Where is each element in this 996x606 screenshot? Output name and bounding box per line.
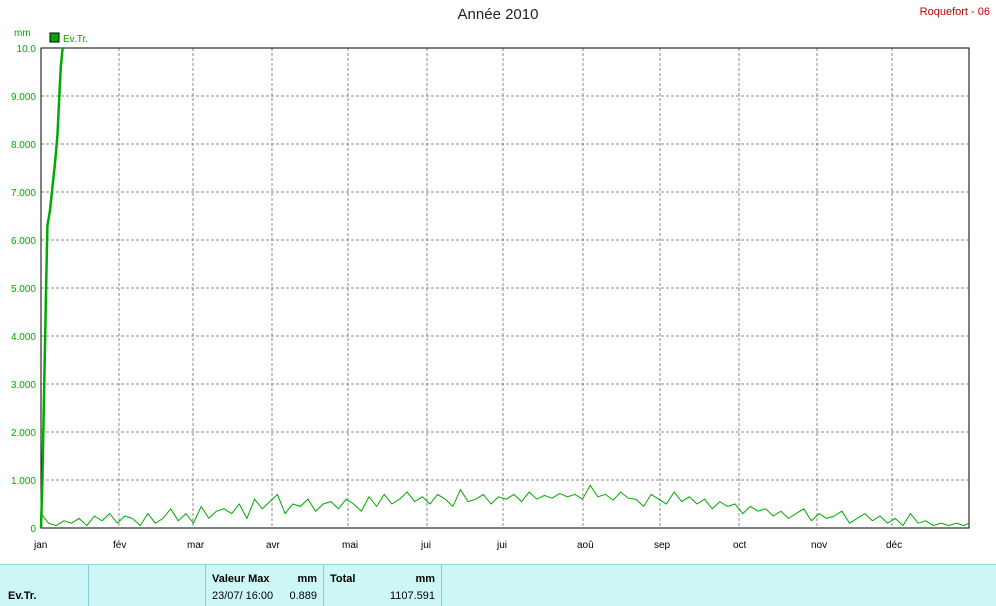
y-tick-label: 9.000	[11, 92, 36, 103]
series-line-daily	[40, 484, 970, 527]
footer-label-cell: Ev.Tr.	[0, 565, 89, 606]
footer-max-value: 0.889	[289, 590, 317, 602]
y-tick-label: 5.000	[11, 284, 36, 295]
legend-label: Ev.Tr.	[63, 34, 88, 45]
chart: 0 1.000 2.000 3.000 4.000 5.000 6.000 7.000 8.00…	[11, 28, 970, 551]
x-tick-label: mar	[187, 540, 205, 551]
y-tick-label: 1.000	[11, 476, 36, 487]
x-tick-label: sep	[654, 540, 671, 551]
x-tick-label: oct	[733, 540, 747, 551]
series-line-cumulative	[39, 47, 64, 529]
station-name: Roquefort - 06	[919, 6, 990, 18]
chart-title: Année 2010	[457, 6, 539, 23]
x-tick-label: mai	[342, 540, 358, 551]
x-tick-label: jui	[420, 540, 431, 551]
footer-total-cell: Total mm 1107.591	[324, 565, 442, 606]
footer-total-unit: mm	[415, 573, 435, 585]
footer-series-label: Ev.Tr.	[8, 590, 37, 602]
legend-swatch	[49, 32, 60, 43]
y-tick-label: 6.000	[11, 236, 36, 247]
plot-area-frame	[40, 47, 970, 529]
x-axis-tick-labels: jan fév mar avr mai jui jui aoû sep oct nov déc	[33, 540, 902, 551]
chart-series	[39, 47, 970, 529]
footer-max-date: 23/07/ 16:00	[212, 590, 274, 602]
footer-total-label: Total	[330, 573, 356, 585]
footer-max-label: Valeur Max	[212, 573, 270, 585]
y-tick-label: 3.000	[11, 380, 36, 391]
y-axis-unit-label: mm	[14, 28, 31, 39]
y-tick-label: 0	[30, 524, 36, 535]
footer-max-unit: mm	[297, 573, 317, 585]
x-tick-label: fév	[113, 540, 126, 551]
y-axis-tick-labels: 0 1.000 2.000 3.000 4.000 5.000 6.000 7.000 8.00…	[11, 44, 36, 535]
legend: Ev.Tr.	[49, 32, 88, 45]
x-tick-label: avr	[266, 540, 281, 551]
footer-empty-cell	[89, 565, 206, 606]
x-tick-label: aoû	[577, 540, 594, 551]
y-tick-label: 2.000	[11, 428, 36, 439]
x-tick-label: déc	[886, 540, 902, 551]
y-tick-label: 10.0	[17, 44, 37, 55]
x-tick-label: jui	[496, 540, 507, 551]
chart-grid	[41, 48, 969, 528]
footer-max-cell: Valeur Max mm 23/07/ 16:00 0.889	[206, 565, 324, 606]
stats-footer: Ev.Tr. Valeur Max mm 23/07/ 16:00 0.889 …	[0, 564, 996, 606]
y-tick-label: 8.000	[11, 140, 36, 151]
y-tick-label: 4.000	[11, 332, 36, 343]
x-tick-label: jan	[33, 540, 47, 551]
y-tick-label: 7.000	[11, 188, 36, 199]
x-tick-label: nov	[811, 540, 827, 551]
footer-total-value: 1107.591	[389, 590, 435, 602]
